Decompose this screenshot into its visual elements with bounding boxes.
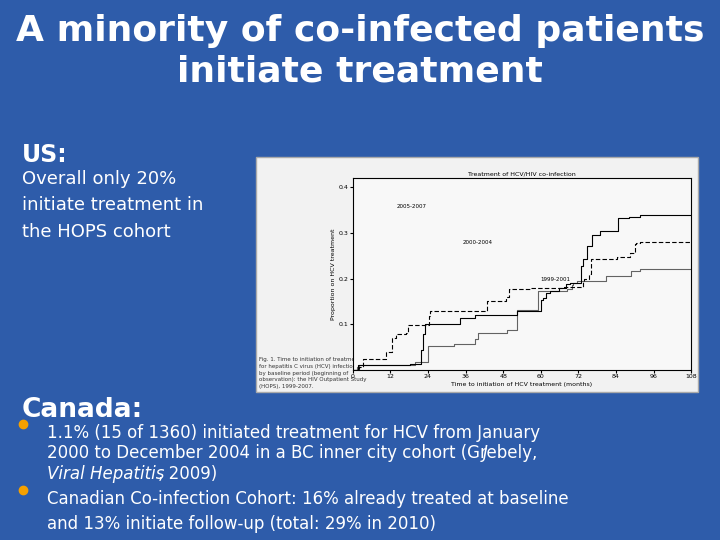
Text: A minority of co-infected patients
initiate treatment: A minority of co-infected patients initi… bbox=[16, 14, 704, 88]
Text: Viral Hepatitis: Viral Hepatitis bbox=[47, 465, 164, 483]
Text: 2000 to December 2004 in a BC inner city cohort (Grebely,: 2000 to December 2004 in a BC inner city… bbox=[47, 444, 542, 462]
Text: Fig. 1. Time to initiation of treatment
for hepatitis C virus (HCV) infection
by: Fig. 1. Time to initiation of treatment … bbox=[259, 357, 366, 389]
Text: US:: US: bbox=[22, 143, 67, 167]
Y-axis label: Proportion on HCV treatment: Proportion on HCV treatment bbox=[331, 228, 336, 320]
Text: J: J bbox=[482, 444, 487, 462]
Text: Overall only 20%
initiate treatment in
the HOPS cohort: Overall only 20% initiate treatment in t… bbox=[22, 170, 203, 241]
Text: Canadian Co-infection Cohort: 16% already treated at baseline
and 13% initiate f: Canadian Co-infection Cohort: 16% alread… bbox=[47, 490, 568, 534]
Title: Treatment of HCV/HIV co-infection: Treatment of HCV/HIV co-infection bbox=[468, 171, 576, 177]
Text: 2000-2004: 2000-2004 bbox=[462, 240, 492, 245]
Text: , 2009): , 2009) bbox=[158, 465, 217, 483]
Text: 1.1% (15 of 1360) initiated treatment for HCV from January: 1.1% (15 of 1360) initiated treatment fo… bbox=[47, 424, 540, 442]
Text: Canada:: Canada: bbox=[22, 397, 143, 423]
FancyBboxPatch shape bbox=[256, 157, 698, 392]
X-axis label: Time to initiation of HCV treatment (months): Time to initiation of HCV treatment (mon… bbox=[451, 382, 593, 387]
Text: 1999-2001: 1999-2001 bbox=[541, 277, 571, 282]
Text: 2005-2007: 2005-2007 bbox=[397, 204, 427, 209]
